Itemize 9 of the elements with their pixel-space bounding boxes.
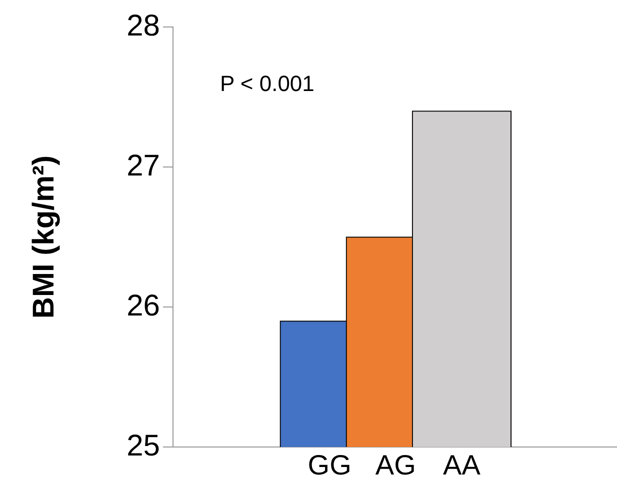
x-tick-label: AG [375, 450, 416, 481]
x-tick-label: AA [443, 450, 481, 481]
x-tick-label: GG [308, 450, 352, 481]
y-tick-label: 27 [126, 149, 160, 182]
y-axis-title: BMI (kg/m²) [27, 155, 60, 319]
y-tick-label: 25 [126, 429, 160, 462]
y-tick-label: 28 [126, 9, 160, 42]
annotation: P < 0.001 [220, 71, 314, 96]
y-tick-label: 26 [126, 289, 160, 322]
